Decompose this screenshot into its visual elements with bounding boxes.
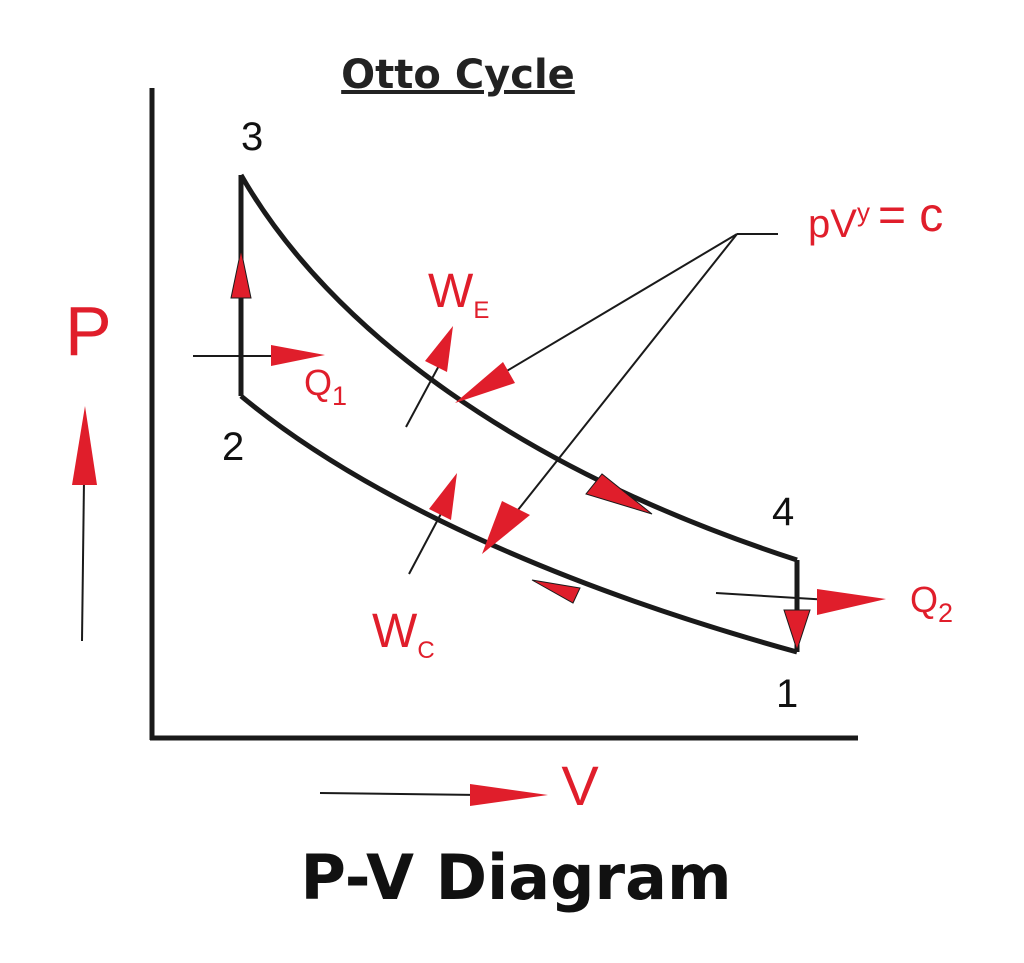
p-direction-arrow	[72, 406, 97, 642]
equation-label: pVy = c	[808, 189, 943, 246]
arrow-up-2-3	[230, 249, 252, 299]
expansion-curve	[238, 173, 798, 563]
point-2-label: 2	[222, 425, 244, 469]
compression-curve	[239, 394, 798, 655]
q1-label: Q1	[304, 362, 347, 411]
leader-arrow-expansion	[455, 362, 515, 403]
we-arrow	[405, 326, 453, 428]
point-4-label: 4	[772, 490, 794, 534]
footer-title: P-V Diagram	[300, 841, 731, 914]
point-3-label: 3	[241, 115, 263, 159]
p-axis-label: P	[65, 292, 112, 370]
wc-label: WC	[372, 605, 435, 664]
point-1-label: 1	[776, 672, 798, 716]
cycle	[238, 173, 800, 655]
leader-arrow-compression	[482, 501, 530, 554]
wc-arrow	[408, 473, 457, 575]
q1-arrow	[193, 345, 325, 366]
cycle-direction-arrows	[230, 249, 811, 652]
equation-leaders	[455, 233, 778, 554]
diagram-title: Otto Cycle	[341, 52, 575, 98]
v-axis-label: V	[561, 754, 599, 817]
we-label: WE	[428, 265, 489, 324]
q2-arrow	[715, 589, 886, 615]
arrow-expansion	[585, 473, 653, 515]
q2-label: Q2	[910, 579, 953, 628]
v-direction-arrow	[319, 784, 548, 806]
arrow-compression	[531, 579, 581, 604]
arrow-down-4-1	[783, 609, 811, 652]
axes	[149, 88, 858, 741]
